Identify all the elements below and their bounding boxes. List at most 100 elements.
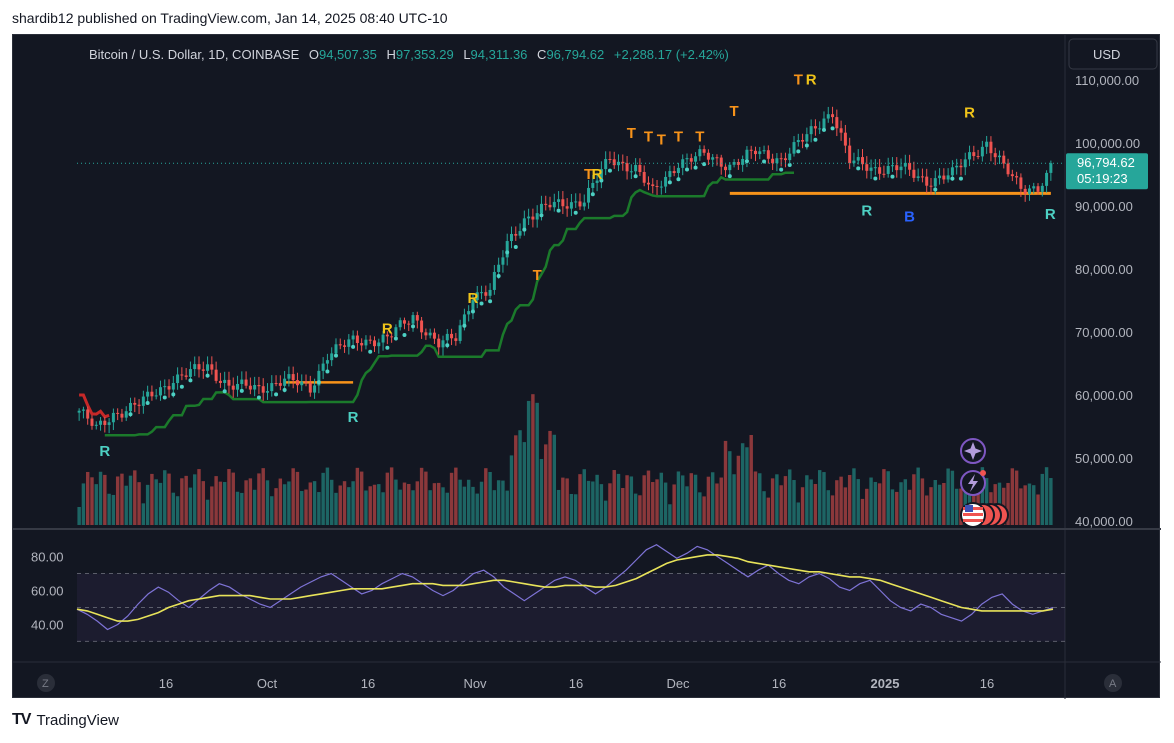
volume-bar xyxy=(287,481,291,525)
volume-bar xyxy=(792,480,796,525)
signal-label: T xyxy=(695,128,704,145)
volume-bar xyxy=(167,473,171,525)
volume-bar xyxy=(668,504,672,525)
volume-bar xyxy=(895,491,899,525)
volume-bar xyxy=(141,503,146,525)
volume-bar xyxy=(368,486,372,525)
signal-label: R xyxy=(806,72,817,89)
signal-dot xyxy=(890,174,895,179)
candle-body xyxy=(223,379,227,383)
signal-dot xyxy=(633,174,638,179)
candle-body xyxy=(873,167,877,169)
volume-bar xyxy=(466,479,471,525)
time-tick-label: 16 xyxy=(772,676,786,691)
volume-bar xyxy=(573,494,578,525)
candle-body xyxy=(886,165,890,174)
volume-bar xyxy=(817,470,822,525)
rsi-line xyxy=(76,544,1054,631)
price-tick-label: 80,000.00 xyxy=(1075,262,1133,277)
volume-bar xyxy=(539,459,544,525)
candle-body xyxy=(364,339,368,346)
candle-body xyxy=(848,145,852,164)
candle-body xyxy=(694,156,698,162)
candle-body xyxy=(338,344,342,346)
volume-bar xyxy=(595,474,599,525)
candle-body xyxy=(146,391,150,397)
volume-bar xyxy=(103,474,107,525)
candle-body xyxy=(454,338,458,341)
candle-body xyxy=(706,152,710,160)
candle-body xyxy=(796,140,800,143)
volume-bar xyxy=(783,476,788,525)
candle-body xyxy=(835,117,839,129)
candle-body xyxy=(467,311,471,315)
candle-body xyxy=(548,204,552,208)
signal-dot xyxy=(333,353,338,358)
rsi-pane[interactable] xyxy=(13,530,1065,660)
candle-body xyxy=(856,157,860,161)
price-pane[interactable] xyxy=(13,35,1065,527)
volume-bar xyxy=(441,487,445,525)
candle-body xyxy=(501,257,505,265)
signal-dot xyxy=(599,178,604,183)
candle-body xyxy=(518,231,522,236)
candle-body xyxy=(492,271,496,290)
us-flag-icon[interactable] xyxy=(960,502,1009,528)
volume-bar xyxy=(282,484,287,525)
volume-bar xyxy=(471,486,475,525)
signal-dot xyxy=(513,244,518,249)
signal-dot xyxy=(685,167,689,172)
volume-bar xyxy=(835,480,839,525)
candle-body xyxy=(321,363,325,371)
volume-bar xyxy=(788,469,792,525)
volume-bar xyxy=(865,488,869,525)
candle-body xyxy=(437,338,441,348)
candle-body xyxy=(980,146,984,157)
volume-bar xyxy=(175,496,180,525)
candle-body xyxy=(94,424,98,426)
time-tick-label: Nov xyxy=(463,676,487,691)
candle-body xyxy=(929,185,933,187)
candle-body xyxy=(300,381,304,386)
signal-dot xyxy=(179,384,184,389)
candle-body xyxy=(330,353,334,361)
candle-body xyxy=(574,201,578,203)
volume-bar xyxy=(98,471,103,525)
volume-bar xyxy=(171,492,176,525)
volume-bar xyxy=(428,490,432,525)
sparkle-icon[interactable] xyxy=(960,438,986,464)
volume-bar xyxy=(312,481,317,525)
volume-bar xyxy=(94,484,98,525)
candle-body xyxy=(1027,188,1031,194)
currency-button[interactable] xyxy=(1068,38,1158,70)
auto-scale-button[interactable] xyxy=(1104,674,1122,692)
volume-bar xyxy=(646,470,651,525)
volume-bar xyxy=(933,480,937,525)
volume-bar xyxy=(445,492,449,525)
rsi-tick-label: 40.00 xyxy=(31,617,64,632)
candle-body xyxy=(231,385,235,390)
volume-bar xyxy=(608,483,612,525)
signal-dot xyxy=(402,332,407,337)
signal-dot xyxy=(316,380,321,385)
candle-body xyxy=(308,382,312,393)
volume-bar xyxy=(454,467,458,525)
candle-body xyxy=(544,203,548,205)
volume-bar xyxy=(813,484,818,525)
volume-bar xyxy=(873,481,878,525)
volume-bar xyxy=(90,477,94,525)
lightning-icon[interactable] xyxy=(960,470,986,496)
volume-bar xyxy=(710,472,715,525)
volume-bar xyxy=(954,488,959,525)
candle-body xyxy=(865,164,869,171)
signal-label: R xyxy=(964,104,975,121)
volume-bar xyxy=(385,472,390,525)
candle-body xyxy=(985,141,989,147)
zoom-toggle-button[interactable] xyxy=(37,674,55,692)
volume-bar xyxy=(822,472,826,525)
candle-body xyxy=(415,315,419,321)
volume-bar xyxy=(766,497,771,525)
volume-bar xyxy=(1036,494,1040,525)
candle-body xyxy=(625,163,629,172)
candle-body xyxy=(997,155,1001,158)
